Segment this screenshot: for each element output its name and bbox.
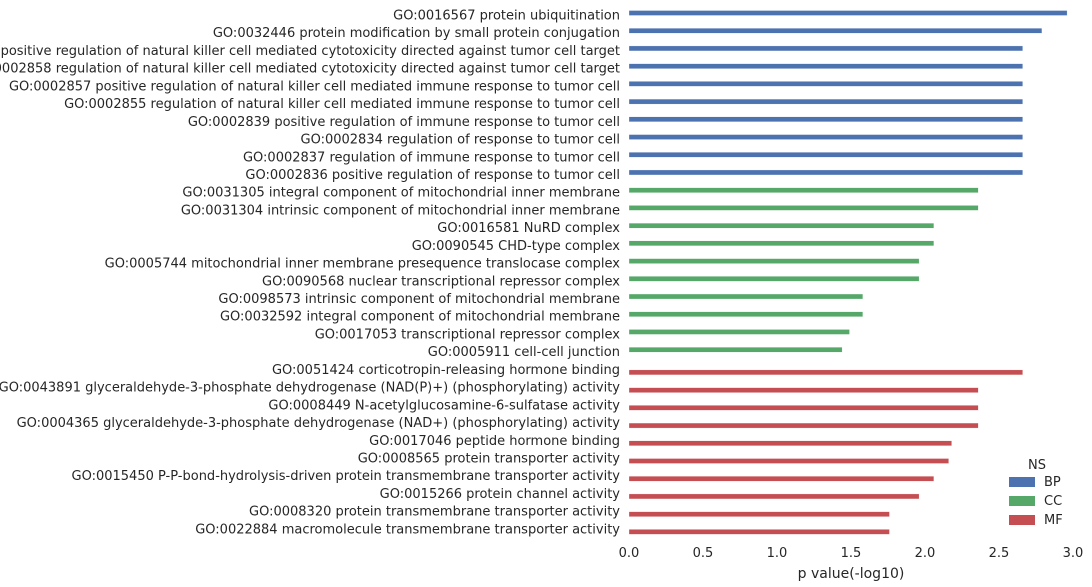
bar-bp [628,116,1023,122]
category-label: GO:0002837 regulation of immune response… [243,150,620,165]
category-label: GO:0005911 cell-cell junction [428,345,620,360]
bar-mf [628,511,890,517]
category-label: GO:0032446 protein modification by small… [213,26,620,41]
bar-mf [628,440,952,446]
category-label: GO:0090545 CHD-type complex [412,239,621,254]
category-label: GO:0002857 positive regulation of natura… [9,79,620,94]
category-label: GO:0008320 protein transmembrane transpo… [249,505,620,520]
category-labels: GO:0016567 protein ubiquitination GO:0032… [0,9,620,538]
category-label: GO:0032592 integral component of mitocho… [220,310,620,325]
bar-bp [628,98,1023,105]
category-label: GO:0004365 glyceraldehyde-3-phosphate de… [17,416,621,431]
legend-swatch-mf [1009,515,1035,525]
category-label: GO:0031304 intrinsic component of mitoch… [181,203,620,218]
bar-bp [628,63,1023,69]
x-axis: 0.0 0.5 1.0 1.5 2.0 2.5 3.0 [619,546,1084,561]
category-label: GO:0043891 glyceraldehyde-3-phosphate de… [0,381,620,396]
bar-cc [628,293,863,300]
bar-cc [628,347,843,353]
category-label: GO:0008449 N-acetylglucosamine-6-sulfata… [268,398,620,413]
bar-mf [628,369,1023,376]
x-tick-label: 0.5 [693,546,714,561]
category-label: GO:0005744 mitochondrial inner membrane … [105,257,621,272]
bar-bp [628,134,1023,140]
legend-items: BP CC MF [1009,475,1063,528]
legend-swatch-cc [1009,496,1035,506]
category-label: GO:0002860 positive regulation of natura… [0,44,620,59]
bar-bp [628,152,1023,158]
x-axis-title: p value(-log10) [798,566,905,582]
bar-cc [628,205,979,211]
bar-bp [628,28,1043,34]
x-tick-label: 0.0 [619,546,640,561]
category-label: GO:0022884 macromolecule transmembrane t… [195,522,620,537]
bar-bp [628,169,1023,176]
category-label: GO:0017053 transcriptional repressor com… [315,327,621,342]
category-label: GO:0016567 protein ubiquitination [393,9,620,24]
x-tick-label: 1.0 [767,546,788,561]
bar-cc [628,276,920,282]
bar-bp [628,10,1068,16]
category-label: GO:0098573 intrinsic component of mitoch… [218,292,620,307]
bar-mf [628,387,979,393]
category-label: GO:0002839 positive regulation of immune… [188,115,620,130]
category-label: GO:0017046 peptide hormone binding [369,434,620,449]
category-label: GO:0002834 regulation of response to tum… [301,133,620,148]
bar-cc [628,240,935,247]
bar-cc [628,329,850,335]
category-label: GO:0015266 protein channel activity [380,487,621,502]
bars-group [628,10,1068,535]
category-label: GO:0008565 protein transporter activity [358,452,621,467]
bar-mf [628,493,920,500]
category-label: GO:0002836 positive regulation of respon… [245,168,620,183]
bar-cc [628,311,863,317]
legend-title: NS [1028,458,1046,473]
x-tick-label: 2.0 [915,546,936,561]
category-label: GO:0051424 corticotropin-releasing hormo… [272,363,620,378]
bar-mf [628,476,935,482]
category-label: GO:0031305 integral component of mitocho… [182,186,620,201]
bar-mf [628,405,979,411]
bar-mf [628,529,890,535]
legend-label-bp: BP [1044,475,1061,490]
x-tick-label: 3.0 [1063,546,1084,561]
bar-cc [628,258,920,264]
legend-label-mf: MF [1044,513,1063,528]
x-tick-label: 2.5 [989,546,1010,561]
bar-cc [628,222,935,229]
category-label: GO:0015450 P-P-bond-hydrolysis-driven pr… [72,469,621,484]
legend-label-cc: CC [1044,494,1062,509]
bar-cc [628,187,979,193]
category-label: GO:0002858 regulation of natural killer … [0,62,620,77]
bar-bp [628,81,1023,87]
legend-swatch-bp [1009,477,1035,487]
x-tick-label: 1.5 [841,546,862,561]
bar-bp [628,45,1023,52]
legend: NS BP CC MF [1009,458,1063,528]
bar-mf [628,422,979,429]
category-label: GO:0002855 regulation of natural killer … [64,97,620,112]
category-label: GO:0016581 NuRD complex [437,221,620,236]
category-label: GO:0090568 nuclear transcriptional repre… [262,274,620,289]
bar-mf [628,458,949,464]
